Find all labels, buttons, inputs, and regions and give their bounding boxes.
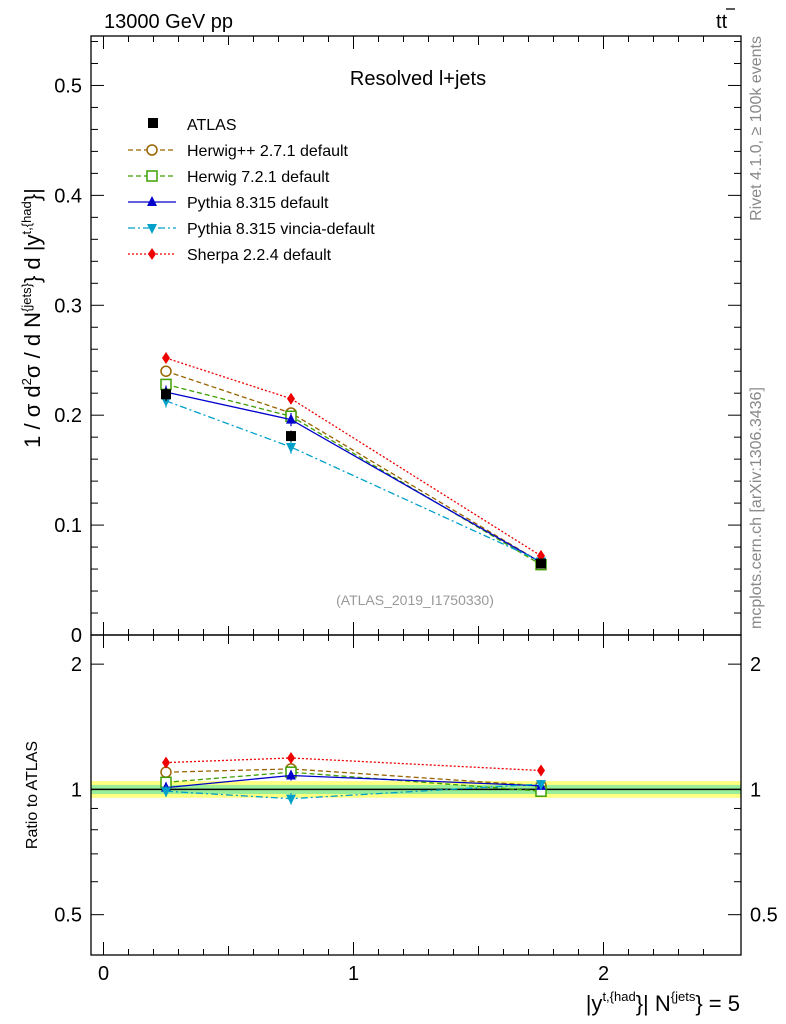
ratio-panel: 0.5 0.5 1 1 2 2 0 1 2 Ratio to ATLAS |yt,{had}|…	[24, 634, 778, 1016]
mcplots-label: mcplots.cern.ch [arXiv:1306.3436]	[748, 387, 765, 629]
legend-marker	[146, 170, 158, 182]
series-line	[165, 400, 542, 562]
legend-label: Pythia 8.315 default	[187, 195, 329, 212]
header-left: 13000 GeV pp	[104, 11, 233, 33]
x-tick-label: 2	[598, 963, 609, 985]
legend-label: Herwig 7.2.1 default	[187, 169, 330, 186]
main-y-tick-label: 0.2	[54, 405, 82, 427]
ratio-y-tick-labels: 0.5 0.5 1 1 2 2	[54, 654, 778, 927]
legend-marker	[148, 248, 156, 260]
legend-entry-0: Herwig++ 2.7.1 default	[128, 143, 349, 160]
ratio-series	[160, 751, 547, 805]
series-point	[160, 365, 172, 377]
ratio-point	[160, 766, 172, 778]
main-y-tick-label: 0.3	[54, 295, 82, 317]
ratio-point	[286, 769, 296, 780]
legend-marker	[147, 224, 157, 234]
legend-series-entries: Herwig++ 2.7.1 default Herwig 7.2.1 defau…	[128, 143, 375, 264]
ratio-point	[162, 756, 170, 769]
series-1	[160, 378, 547, 571]
x-tick-labels: 0 1 2	[98, 963, 609, 985]
main-ticks	[91, 36, 741, 636]
main-y-tick-label: 0.1	[54, 515, 82, 537]
series-point	[287, 392, 295, 405]
legend-marker	[146, 144, 158, 156]
analysis-tag: (ATLAS_2019_I1750330)	[336, 592, 494, 608]
legend-entry-2: Pythia 8.315 default	[128, 195, 329, 212]
series-point	[162, 352, 170, 365]
series-line	[165, 357, 542, 557]
ratio-point	[287, 751, 295, 764]
main-series	[160, 352, 547, 571]
atlas-data	[161, 387, 546, 569]
series-2	[161, 385, 546, 567]
legend: ATLAS Herwig++ 2.7.1 default Herwig 7.2.1…	[128, 117, 375, 264]
series-line	[165, 391, 542, 564]
legend-label-atlas: ATLAS	[187, 117, 237, 134]
legend-marker	[147, 196, 157, 206]
legend-entry-3: Pythia 8.315 vincia-default	[128, 221, 375, 238]
ratio-y-tick-label: 2	[71, 654, 82, 676]
main-y-tick-label: 0.5	[54, 75, 82, 97]
series-4	[162, 352, 545, 562]
legend-label: Herwig++ 2.7.1 default	[187, 143, 349, 160]
ratio-line	[165, 757, 542, 772]
series-line	[165, 370, 542, 564]
header-right: tt	[716, 11, 728, 33]
main-y-axis-title: 1 / σ d2σ / d N{jets}} d |yt,{had}|	[19, 188, 45, 448]
series-3	[161, 394, 546, 568]
atlas-point	[161, 389, 171, 400]
series-line	[165, 383, 542, 566]
legend-marker-atlas	[148, 118, 158, 128]
plot-title: Resolved l+jets	[350, 68, 486, 90]
x-tick-label: 1	[348, 963, 359, 985]
ratio-y-tick-label-right: 1	[750, 779, 761, 801]
ratio-uncertainty-band	[91, 781, 741, 798]
ratio-point	[537, 764, 545, 777]
x-axis-title: |yt,{had}| N{jets} = 5	[586, 989, 740, 1016]
series-point	[286, 413, 296, 424]
ratio-y-axis-title: Ratio to ATLAS	[24, 741, 41, 849]
atlas-point	[536, 558, 546, 569]
x-tick-label: 0	[98, 963, 109, 985]
main-y-tick-labels: 0 0.1 0.2 0.3 0.4 0.5	[54, 75, 82, 647]
rivet-label: Rivet 4.1.0, ≥ 100k events	[748, 36, 765, 221]
ratio-y-tick-label: 1	[71, 779, 82, 801]
main-y-tick-label: 0.4	[54, 185, 82, 207]
ratio-y-tick-label-right: 2	[750, 654, 761, 676]
legend-entry-atlas: ATLAS	[148, 117, 237, 134]
ratio-point	[286, 794, 296, 805]
ratio-series-3	[161, 780, 546, 805]
ratio-frame	[90, 634, 742, 956]
ratio-line	[165, 768, 542, 787]
ratio-point	[536, 780, 546, 791]
ratio-point	[161, 787, 171, 798]
atlas-point	[286, 431, 296, 442]
series-point	[161, 396, 171, 407]
main-panel: 0 0.1 0.2 0.3 0.4 0.5 Resolved l+jets (ATLAS_…	[19, 35, 742, 647]
ratio-y-tick-label: 0.5	[54, 905, 82, 927]
main-y-tick-label: 0	[71, 625, 82, 647]
ratio-line	[165, 771, 542, 792]
series-point	[286, 443, 296, 454]
legend-label: Pythia 8.315 vincia-default	[187, 221, 375, 238]
legend-entry-1: Herwig 7.2.1 default	[128, 169, 330, 186]
ratio-ticks	[91, 635, 741, 956]
ratio-series-4	[162, 751, 545, 777]
ratio-y-tick-label-right: 0.5	[750, 905, 778, 927]
legend-label: Sherpa 2.2.4 default	[187, 247, 332, 264]
legend-entry-4: Sherpa 2.2.4 default	[128, 247, 332, 264]
